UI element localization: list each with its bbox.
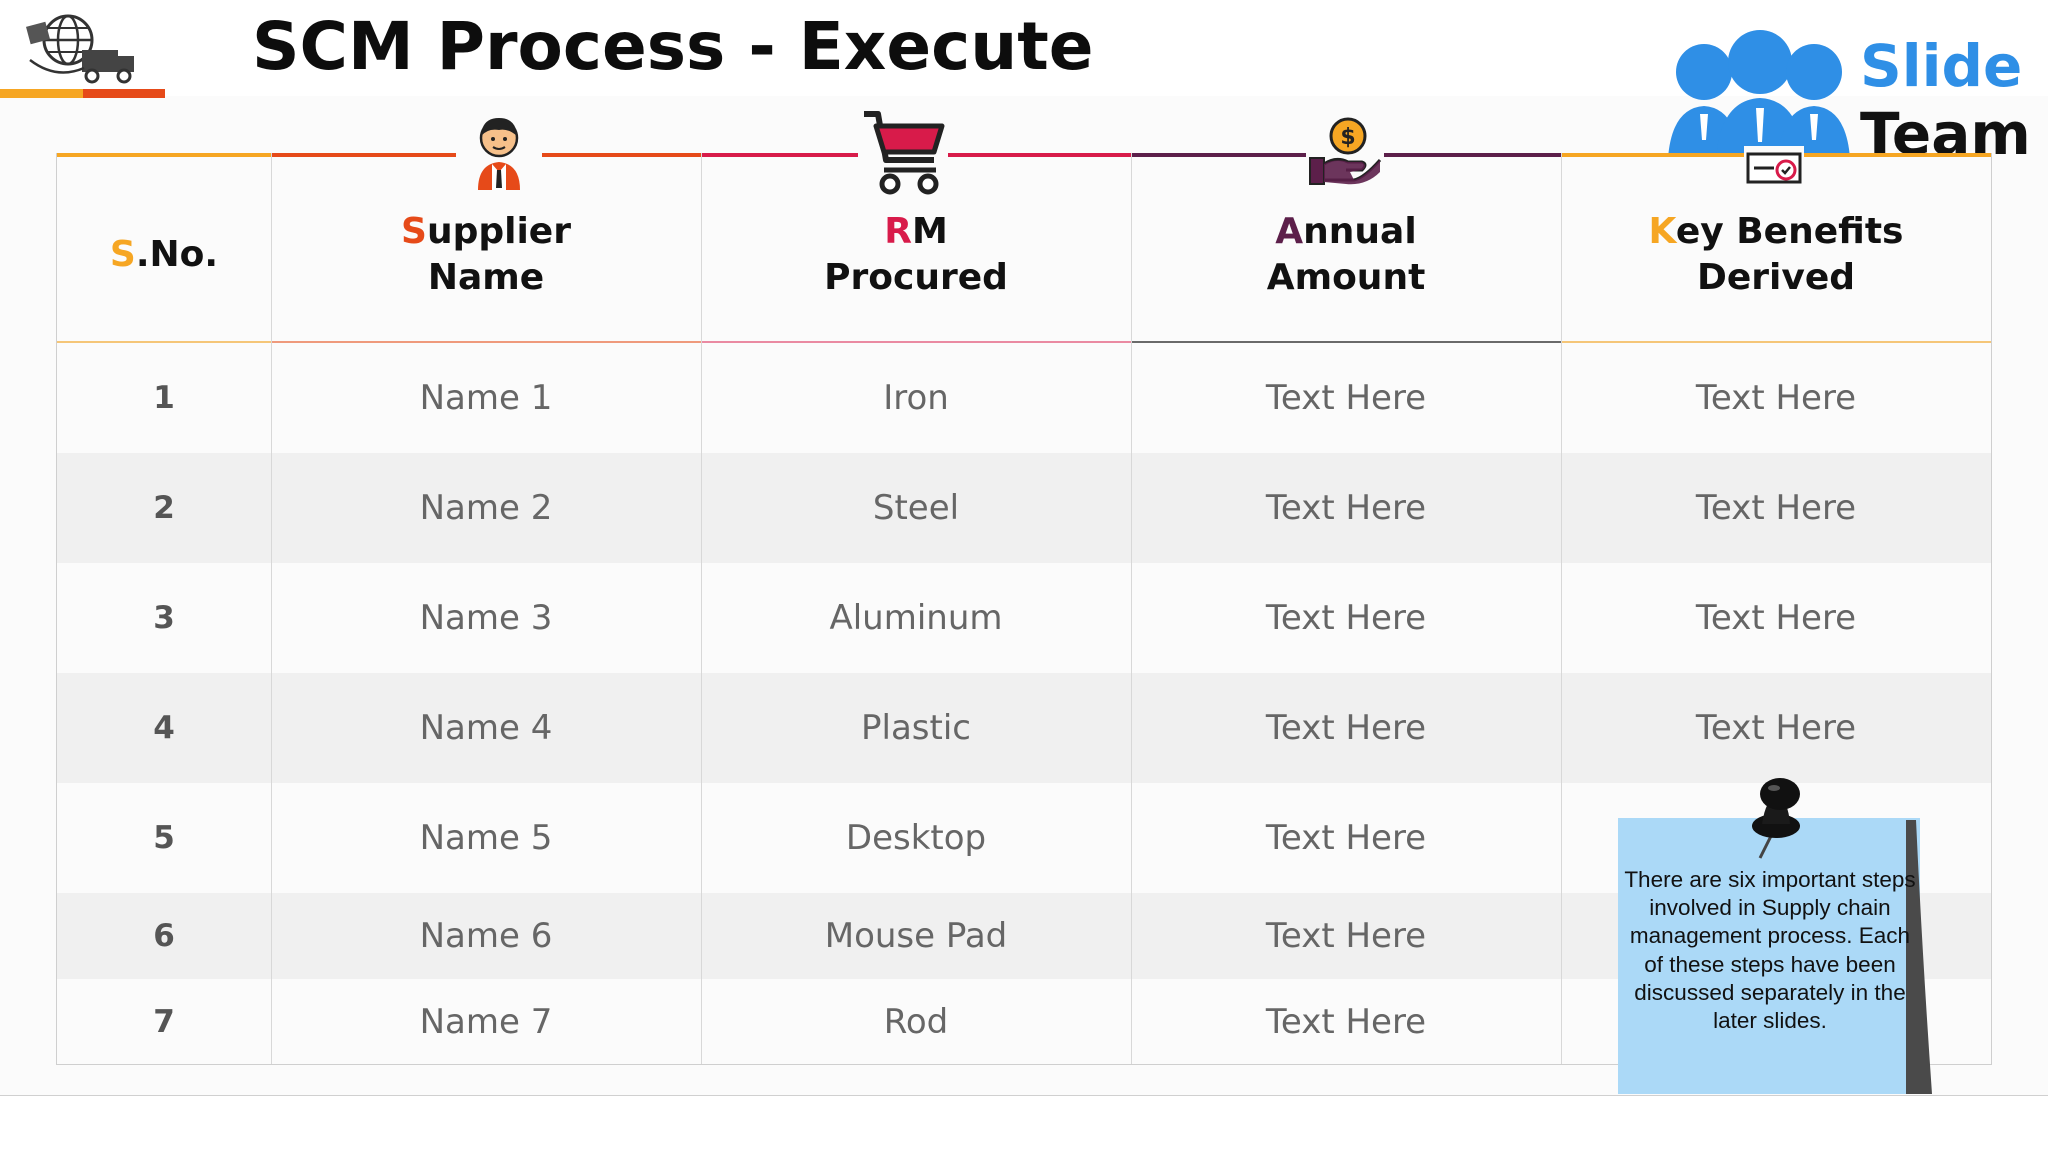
header-amount-label: nnual [1303, 211, 1417, 252]
team-people-icon [1668, 30, 1850, 160]
header-underline-amount [1131, 341, 1561, 343]
column-divider [271, 153, 272, 1064]
cell-annual-amount: Text Here [1265, 708, 1427, 748]
logistics-globe-truck-icon [26, 14, 134, 84]
cell-key-benefits: Text Here [1695, 378, 1857, 418]
cell-annual-amount: Text Here [1265, 1001, 1427, 1042]
header-underline-rm [701, 341, 1131, 343]
certificate-icon [1744, 146, 1804, 186]
svg-text:$: $ [1340, 125, 1355, 150]
header-amount-initial: A [1275, 211, 1304, 252]
header-amount-line2: Amount [1266, 257, 1426, 298]
cell-rm-procured: Steel [872, 488, 960, 528]
header-underline-sno [57, 341, 271, 343]
sticky-note [1618, 818, 1920, 1094]
header-supplier-name: Supplier Name [271, 153, 701, 341]
header-underline-supplier [271, 341, 701, 343]
cell-key-benefits: Text Here [1695, 708, 1857, 748]
cell-sno: 5 [153, 820, 175, 856]
shopping-cart-icon [858, 108, 948, 198]
cell-supplier-name: Name 7 [419, 1001, 553, 1042]
cell-sno: 2 [153, 490, 175, 526]
cell-supplier-name: Name 3 [419, 598, 553, 638]
cell-supplier-name: Name 2 [419, 488, 553, 528]
brand-slide-text: Slide [1860, 32, 2023, 100]
cell-sno: 1 [153, 380, 175, 416]
table-row: 7 Name 7 Rod Text Here [57, 979, 1991, 1064]
header-rm-label: M [911, 211, 948, 252]
cell-rm-procured: Aluminum [829, 598, 1003, 638]
table-row: 2 Name 2 Steel Text Here Text Here [57, 453, 1991, 563]
header-rm-line2: Procured [824, 257, 1008, 298]
header-sno-label: .No. [135, 234, 219, 275]
cell-rm-procured: Iron [883, 378, 949, 418]
header-underline-benefits [1561, 341, 1991, 343]
column-divider [1131, 153, 1132, 1064]
header-annual-amount: Annual Amount [1131, 153, 1561, 341]
cell-annual-amount: Text Here [1265, 598, 1427, 638]
cell-annual-amount: Text Here [1265, 378, 1427, 418]
header-supplier-line2: Name [427, 257, 545, 298]
header-benefits-label: ey Benefits [1675, 211, 1904, 252]
header-benefits-line2: Derived [1696, 257, 1856, 298]
cell-sno: 6 [153, 918, 175, 954]
cell-sno: 3 [153, 600, 175, 636]
accent-bar-red [83, 89, 165, 98]
header-supplier-label: upplier [426, 211, 571, 252]
sticky-note-text: There are six important steps involved i… [1624, 867, 1916, 1034]
hand-coin-icon: $ [1306, 112, 1384, 188]
cell-key-benefits: Text Here [1695, 598, 1857, 638]
sticky-note-fold [1906, 820, 1932, 1094]
cell-rm-procured: Desktop [845, 818, 987, 858]
cell-rm-procured: Plastic [861, 708, 971, 748]
table-row: 4 Name 4 Plastic Text Here Text Here [57, 673, 1991, 783]
cell-sno: 4 [153, 710, 175, 746]
column-divider [701, 153, 702, 1064]
cell-annual-amount: Text Here [1265, 488, 1427, 528]
cell-annual-amount: Text Here [1265, 818, 1427, 858]
slideteam-logo: Slide Team [1664, 28, 2031, 168]
cell-rm-procured: Rod [883, 1001, 949, 1042]
table-row: 1 Name 1 Iron Text Here Text Here [57, 343, 1991, 453]
header-key-benefits: Key Benefits Derived [1561, 153, 1991, 341]
cell-key-benefits: Text Here [1695, 488, 1857, 528]
table-row: 5 Name 5 Desktop Text Here [57, 783, 1991, 893]
cell-sno: 7 [153, 1003, 175, 1040]
header-sno-initial: S [109, 234, 136, 275]
pushpin-icon [1752, 778, 1800, 859]
header-rm-initial: R [884, 211, 912, 252]
cell-supplier-name: Name 4 [419, 708, 553, 748]
header-line-sno [57, 153, 271, 157]
cell-annual-amount: Text Here [1265, 916, 1427, 956]
person-icon [456, 108, 542, 192]
cell-rm-procured: Mouse Pad [824, 916, 1008, 956]
header-rm-procured: RM Procured [701, 153, 1131, 341]
accent-bar-orange [0, 89, 83, 98]
header-benefits-initial: K [1648, 211, 1676, 252]
footer-divider [0, 1095, 2048, 1096]
cell-supplier-name: Name 5 [419, 818, 553, 858]
header-sno: S.No. [57, 153, 271, 341]
header-supplier-initial: S [401, 211, 427, 252]
cell-supplier-name: Name 6 [419, 916, 553, 956]
table-row: 3 Name 3 Aluminum Text Here Text Here [57, 563, 1991, 673]
page-title: SCM Process - Execute [252, 8, 1094, 85]
cell-supplier-name: Name 1 [419, 378, 553, 418]
column-divider [1561, 153, 1562, 1064]
